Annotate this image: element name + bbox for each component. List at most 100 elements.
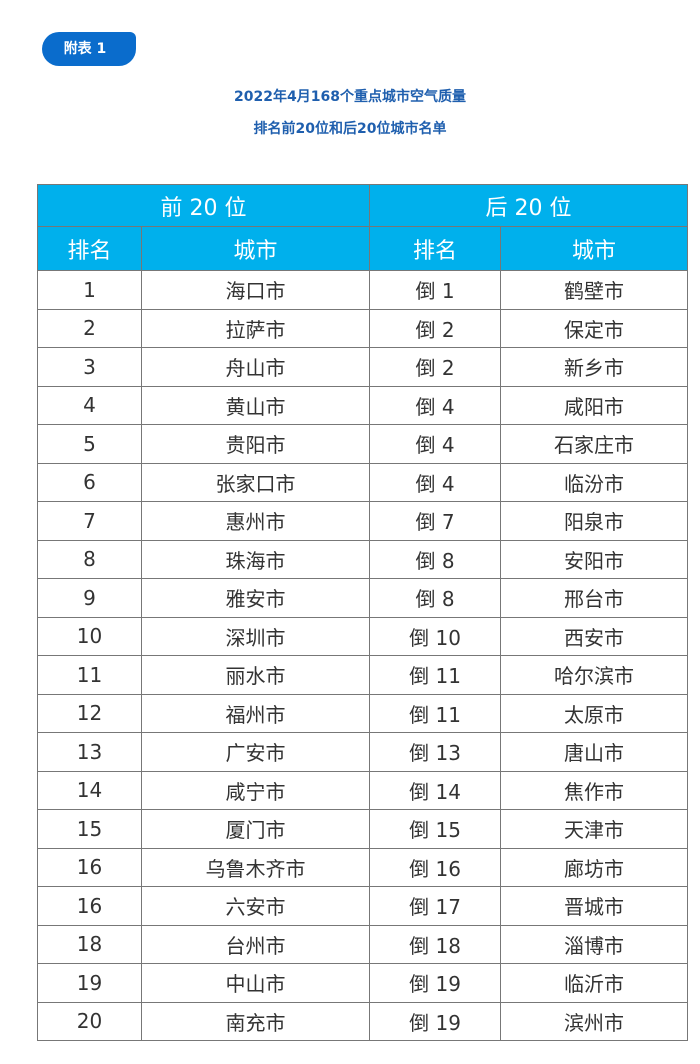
top-city-cell: 丽水市 xyxy=(140,655,371,695)
top-city-cell: 黄山市 xyxy=(140,385,371,425)
top-rank-cell: 10 xyxy=(37,616,142,656)
table-row: 12 福州市倒 11 太原市 xyxy=(37,693,689,733)
bottom-city-cell: 咸阳市 xyxy=(500,385,689,425)
top-city-cell: 广安市 xyxy=(140,732,371,772)
top-city-cell: 雅安市 xyxy=(140,578,371,618)
bottom-city-cell: 唐山市 xyxy=(500,732,689,772)
top-rank-cell: 3 xyxy=(37,347,142,387)
bottom-city-cell: 阳泉市 xyxy=(500,501,689,541)
top-city-cell: 六安市 xyxy=(140,886,371,926)
top-rank-cell: 20 xyxy=(37,1001,142,1041)
table-row: 13 广安市倒 13 唐山市 xyxy=(37,732,689,772)
table-row: 5 贵阳市倒 4 石家庄市 xyxy=(37,424,689,464)
bottom-city-cell: 滨州市 xyxy=(500,1001,689,1041)
bottom-rank-cell: 倒 2 xyxy=(369,308,502,348)
bottom-rank-cell: 倒 7 xyxy=(369,501,502,541)
table-title-line1: 2022年4月168个重点城市空气质量 xyxy=(234,89,466,105)
table-row: 4 黄山市倒 4 咸阳市 xyxy=(37,385,689,425)
top-city-cell: 南充市 xyxy=(140,1001,371,1041)
bottom-rank-cell: 倒 10 xyxy=(369,616,502,656)
top-rank-cell: 14 xyxy=(37,770,142,810)
bottom-rank-cell: 倒 19 xyxy=(369,1001,502,1041)
top-rank-cell: 4 xyxy=(37,385,142,425)
bottom-city-cell: 鹤壁市 xyxy=(500,270,689,310)
top-city-cell: 台州市 xyxy=(140,924,371,964)
top-rank-cell: 13 xyxy=(37,732,142,772)
bottom-city-cell: 廊坊市 xyxy=(500,847,689,887)
table-title-line2: 排名前20位和后20位城市名单 xyxy=(253,121,447,137)
top-rank-cell: 15 xyxy=(37,809,142,849)
column-header-city: 城市 xyxy=(140,226,371,271)
top-city-cell: 厦门市 xyxy=(140,809,371,849)
table-row: 14 咸宁市倒 14 焦作市 xyxy=(37,770,689,810)
bottom-rank-cell: 倒 4 xyxy=(369,462,502,502)
bottom-city-cell: 安阳市 xyxy=(500,539,689,579)
table-row: 7 惠州市倒 7 阳泉市 xyxy=(37,501,689,541)
group-header-top20: 前 20 位 xyxy=(36,184,371,227)
bottom-rank-cell: 倒 1 xyxy=(369,270,502,310)
table-row: 19 中山市倒 19 临沂市 xyxy=(37,963,689,1003)
column-header-city: 城市 xyxy=(500,226,689,271)
bottom-city-cell: 哈尔滨市 xyxy=(500,655,689,695)
bottom-city-cell: 保定市 xyxy=(500,308,689,348)
bottom-rank-cell: 倒 11 xyxy=(369,655,502,695)
table-row: 6 张家口市倒 4 临汾市 xyxy=(37,462,689,502)
bottom-rank-cell: 倒 2 xyxy=(369,347,502,387)
top-rank-cell: 1 xyxy=(37,270,142,310)
top-city-cell: 贵阳市 xyxy=(140,424,371,464)
column-header-rank: 排名 xyxy=(369,226,502,271)
bottom-city-cell: 邢台市 xyxy=(500,578,689,618)
bottom-city-cell: 西安市 xyxy=(500,616,689,656)
top-rank-cell: 19 xyxy=(37,963,142,1003)
top-rank-cell: 18 xyxy=(37,924,142,964)
bottom-rank-cell: 倒 4 xyxy=(369,424,502,464)
bottom-rank-cell: 倒 19 xyxy=(369,963,502,1003)
column-header-row: 排名 城市 排名 城市 xyxy=(37,226,689,271)
table-row: 18 台州市倒 18 淄博市 xyxy=(37,924,689,964)
appendix-badge: 附表 1 xyxy=(42,32,136,66)
table-row: 16 六安市倒 17 晋城市 xyxy=(37,886,689,926)
top-city-cell: 咸宁市 xyxy=(140,770,371,810)
bottom-city-cell: 焦作市 xyxy=(500,770,689,810)
bottom-city-cell: 天津市 xyxy=(500,809,689,849)
bottom-rank-cell: 倒 15 xyxy=(369,809,502,849)
bottom-rank-cell: 倒 11 xyxy=(369,693,502,733)
table-row: 16 乌鲁木齐市倒 16 廊坊市 xyxy=(37,847,689,887)
group-header-bottom20: 后 20 位 xyxy=(369,184,689,227)
bottom-city-cell: 临汾市 xyxy=(500,462,689,502)
city-ranking-table: 前 20 位 后 20 位 排名 城市 排名 城市 1 海口市倒 1 鹤壁市 2 拉萨市… xyxy=(36,184,689,1041)
top-rank-cell: 6 xyxy=(37,462,142,502)
bottom-rank-cell: 倒 4 xyxy=(369,385,502,425)
top-city-cell: 拉萨市 xyxy=(140,308,371,348)
bottom-rank-cell: 倒 16 xyxy=(369,847,502,887)
top-city-cell: 福州市 xyxy=(140,693,371,733)
bottom-city-cell: 临沂市 xyxy=(500,963,689,1003)
table-row: 9 雅安市倒 8 邢台市 xyxy=(37,578,689,618)
top-city-cell: 惠州市 xyxy=(140,501,371,541)
group-header-row: 前 20 位 后 20 位 xyxy=(36,184,689,227)
table-row: 8 珠海市倒 8 安阳市 xyxy=(37,539,689,579)
top-rank-cell: 9 xyxy=(37,578,142,618)
table-row: 3 舟山市倒 2 新乡市 xyxy=(37,347,689,387)
top-rank-cell: 11 xyxy=(37,655,142,695)
bottom-rank-cell: 倒 17 xyxy=(369,886,502,926)
bottom-city-cell: 新乡市 xyxy=(500,347,689,387)
top-rank-cell: 2 xyxy=(37,308,142,348)
top-rank-cell: 7 xyxy=(37,501,142,541)
bottom-rank-cell: 倒 18 xyxy=(369,924,502,964)
bottom-rank-cell: 倒 13 xyxy=(369,732,502,772)
top-rank-cell: 8 xyxy=(37,539,142,579)
table-row: 2 拉萨市倒 2 保定市 xyxy=(37,308,689,348)
bottom-city-cell: 晋城市 xyxy=(500,886,689,926)
table-row: 20 南充市倒 19 滨州市 xyxy=(37,1001,689,1041)
top-city-cell: 乌鲁木齐市 xyxy=(140,847,371,887)
bottom-city-cell: 太原市 xyxy=(500,693,689,733)
top-city-cell: 珠海市 xyxy=(140,539,371,579)
bottom-city-cell: 淄博市 xyxy=(500,924,689,964)
table-row: 11 丽水市倒 11 哈尔滨市 xyxy=(37,655,689,695)
top-rank-cell: 16 xyxy=(37,847,142,887)
top-city-cell: 舟山市 xyxy=(140,347,371,387)
bottom-city-cell: 石家庄市 xyxy=(500,424,689,464)
top-city-cell: 海口市 xyxy=(140,270,371,310)
top-city-cell: 张家口市 xyxy=(140,462,371,502)
